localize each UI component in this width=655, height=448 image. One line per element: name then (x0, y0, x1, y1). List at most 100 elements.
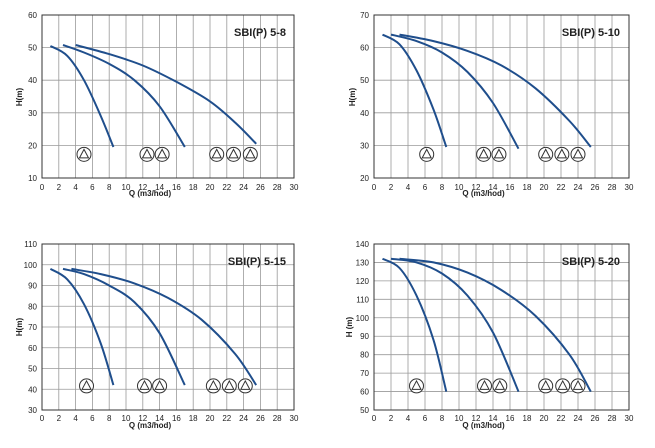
y-tick-label: 30 (28, 109, 37, 118)
pump-icon (492, 378, 508, 394)
x-tick-label: 14 (489, 414, 498, 423)
y-tick-label: 40 (28, 385, 37, 394)
x-tick-label: 2 (389, 414, 394, 423)
x-tick-label: 4 (73, 414, 78, 423)
y-tick-label: 100 (24, 261, 38, 270)
x-tick-label: 4 (73, 183, 78, 192)
pump-icon-triangle (208, 379, 219, 390)
pump-icon-triangle (556, 148, 568, 159)
x-tick-label: 28 (608, 183, 617, 192)
pump-icon-triangle (81, 379, 92, 390)
x-tick-label: 10 (122, 183, 131, 192)
pump-icon (476, 146, 492, 162)
pump-icon (237, 378, 253, 394)
x-tick-label: 26 (591, 183, 600, 192)
pump-curve-2 (390, 33, 520, 150)
pump-icon-triangle (154, 379, 165, 390)
pump-icon (491, 146, 507, 162)
x-tick-label: 18 (189, 414, 198, 423)
pump-icon (538, 378, 554, 394)
pump-icon-triangle (421, 148, 433, 159)
x-tick-label: 0 (372, 183, 377, 192)
x-tick-label: 30 (290, 183, 299, 192)
pump-icon (242, 146, 258, 162)
x-tick-label: 18 (523, 414, 532, 423)
x-axis-label: Q (m3/hod) (462, 189, 505, 198)
pump-icon-triangle (223, 379, 235, 390)
pump-icon (570, 146, 586, 162)
x-tick-label: 12 (472, 183, 481, 192)
x-tick-label: 10 (455, 183, 464, 192)
y-tick-label: 80 (28, 302, 37, 311)
x-tick-label: 10 (455, 414, 464, 423)
x-tick-label: 2 (57, 414, 62, 423)
pump-curve-3 (399, 33, 592, 148)
x-tick-label: 6 (90, 414, 95, 423)
x-tick-label: 16 (172, 414, 181, 423)
chart-panel-4: 0 2 4 6 8 10 12 14 16 18 20 22 24 26 28 305060708090100… (345, 240, 634, 430)
y-tick-label: 110 (356, 295, 369, 304)
y-tick-label: 40 (360, 109, 369, 118)
x-tick-label: 10 (122, 414, 131, 423)
x-tick-label: 4 (406, 183, 411, 192)
plot-frame (41, 14, 295, 179)
pump-icon (79, 378, 95, 394)
x-tick-label: 8 (440, 183, 445, 192)
chart-title: SBI(P) 5-10 (562, 27, 620, 39)
y-axis-label: H (m) (345, 316, 354, 337)
pump-icon-triangle (478, 148, 489, 159)
x-tick-label: 8 (107, 183, 112, 192)
pump-icon (205, 378, 221, 394)
x-tick-label: 22 (222, 183, 231, 192)
y-tick-label: 140 (356, 240, 370, 249)
x-tick-label: 14 (489, 183, 498, 192)
pump-icon (76, 146, 92, 162)
pump-icon-triangle (211, 148, 223, 159)
pump-icon-triangle (411, 379, 422, 390)
y-tick-label: 70 (28, 323, 37, 332)
pump-icon-triangle (139, 379, 150, 390)
pump-curve-1 (49, 268, 115, 386)
pump-curve-1 (49, 45, 115, 148)
y-axis-label: H(m) (15, 318, 24, 337)
x-tick-label: 12 (138, 414, 147, 423)
x-tick-label: 30 (625, 183, 634, 192)
x-tick-label: 26 (256, 414, 265, 423)
y-tick-label: 130 (356, 258, 370, 267)
pump-icon (152, 378, 168, 394)
pump-icon-triangle (572, 148, 584, 159)
pump-icon-triangle (228, 148, 239, 159)
pump-icon-triangle (239, 379, 251, 390)
y-tick-label: 90 (28, 282, 37, 291)
x-tick-label: 28 (273, 414, 282, 423)
pump-icon-triangle (78, 148, 90, 159)
chart-panel-2: 0 2 4 6 8 10 12 14 16 18 20 22 24 26 28 30203040506070S… (348, 11, 634, 198)
y-tick-label: 60 (360, 388, 369, 397)
pump-curve-3 (399, 257, 592, 393)
x-tick-label: 14 (155, 183, 164, 192)
x-tick-label: 20 (540, 414, 549, 423)
pump-icon-triangle (540, 379, 552, 390)
pump-icon (221, 378, 237, 394)
x-tick-label: 30 (625, 414, 634, 423)
x-tick-label: 16 (172, 183, 181, 192)
chart-title: SBI(P) 5-15 (228, 256, 286, 268)
pump-icon-triangle (244, 148, 256, 159)
pump-icon (477, 378, 492, 394)
pump-icon (554, 146, 570, 162)
x-tick-label: 26 (256, 183, 265, 192)
pump-icon-triangle (540, 148, 552, 159)
y-axis-label: H(m) (348, 88, 357, 107)
x-tick-label: 20 (206, 183, 215, 192)
x-tick-label: 2 (389, 183, 394, 192)
x-tick-label: 12 (138, 183, 147, 192)
x-tick-label: 20 (540, 183, 549, 192)
x-tick-label: 14 (155, 414, 164, 423)
pump-icon-triangle (479, 379, 490, 390)
x-tick-label: 8 (440, 414, 445, 423)
y-tick-label: 80 (360, 351, 369, 360)
y-tick-label: 30 (28, 406, 37, 415)
x-tick-label: 16 (506, 183, 515, 192)
x-tick-label: 4 (406, 414, 411, 423)
